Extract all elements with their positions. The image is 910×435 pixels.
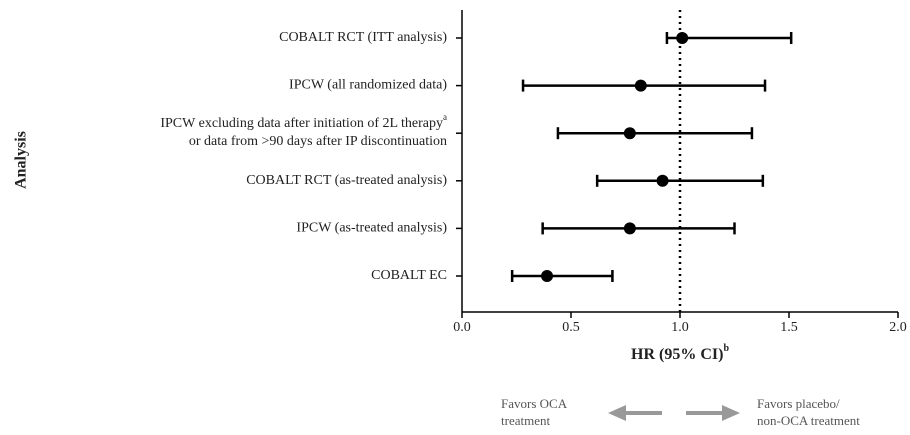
category-label-line: IPCW (all randomized data) <box>289 78 447 93</box>
category-label-line: COBALT RCT (as-treated analysis) <box>246 173 447 188</box>
direction-label-left: Favors OCA <box>501 396 568 411</box>
category-label-line: COBALT EC <box>371 268 447 283</box>
point-estimate <box>623 222 636 235</box>
x-tick-label: 1.0 <box>671 320 689 335</box>
point-estimate <box>676 32 689 44</box>
x-tick-label: 2.0 <box>889 320 907 335</box>
point-estimate <box>541 270 554 282</box>
x-tick-label: 0.5 <box>562 320 580 335</box>
x-tick-label: 0.0 <box>453 320 471 335</box>
x-axis-label-superscript: b <box>723 343 729 354</box>
point-estimate <box>656 174 669 187</box>
category-label: COBALT RCT (as-treated analysis) <box>246 173 447 188</box>
direction-label-left: treatment <box>501 413 550 428</box>
direction-label-right: non-OCA treatment <box>757 413 860 428</box>
arrow-right-head <box>722 405 740 421</box>
category-label-line: IPCW (as-treated analysis) <box>296 221 447 236</box>
direction-label-right: Favors placebo/ <box>757 396 840 411</box>
x-axis-label: HR (95% CI)b <box>631 343 729 362</box>
category-label: IPCW (all randomized data) <box>289 78 447 93</box>
arrow-left-head <box>608 405 626 421</box>
category-label-line: IPCW excluding data after initiation of … <box>160 116 443 131</box>
category-label: IPCW (as-treated analysis) <box>296 221 447 236</box>
y-axis-label: Analysis <box>13 131 30 189</box>
category-label: COBALT EC <box>371 268 447 283</box>
point-estimate <box>634 79 647 92</box>
category-label-line: COBALT RCT (ITT analysis) <box>279 30 447 45</box>
category-note: a <box>443 112 447 122</box>
category-label-line: or data from >90 days after IP discontin… <box>189 134 447 149</box>
x-tick-label: 1.5 <box>780 320 798 335</box>
point-estimate <box>623 127 636 140</box>
x-axis-label-text: HR (95% CI) <box>631 346 723 363</box>
category-label: COBALT RCT (ITT analysis) <box>279 30 447 45</box>
category-label: IPCW excluding data after initiation of … <box>160 112 447 149</box>
